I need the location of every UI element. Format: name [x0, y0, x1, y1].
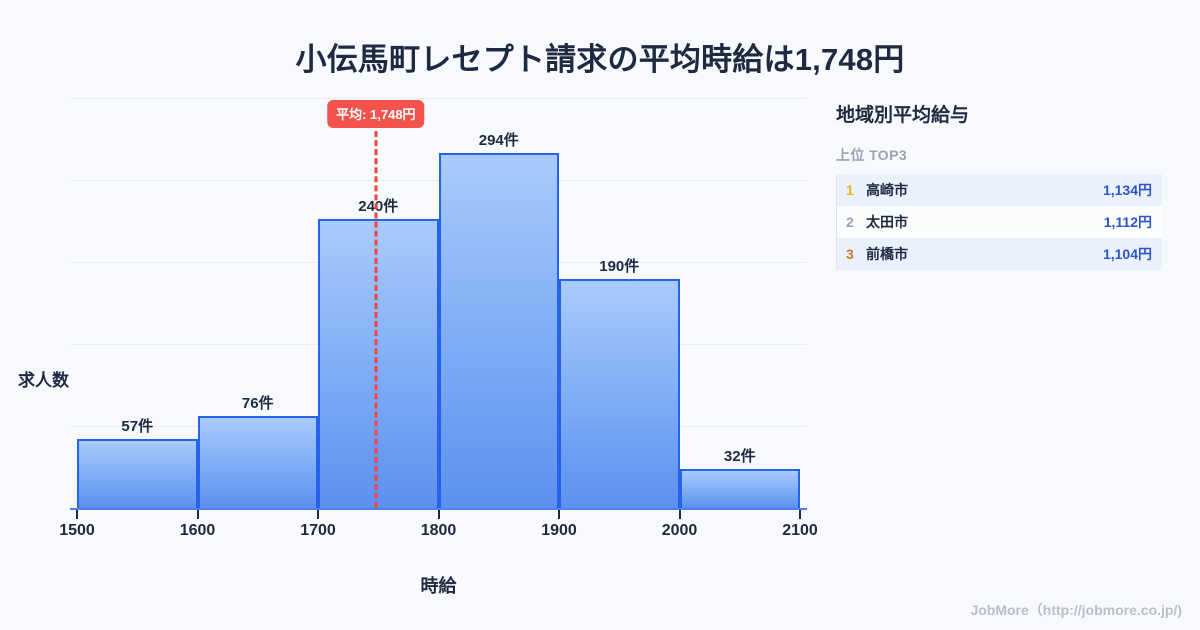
x-axis-tick-label: 1700: [300, 522, 336, 539]
x-axis-line: [70, 508, 807, 510]
rank-number: 2: [846, 214, 854, 230]
histogram-bar[interactable]: [559, 278, 680, 508]
x-axis-tick: [317, 510, 319, 519]
rank-city-name: 高崎市: [866, 182, 908, 198]
rank-city-name: 前橋市: [866, 246, 908, 262]
rank-wage-value: 1,104円: [1102, 246, 1152, 262]
x-axis-tick: [799, 510, 801, 519]
watermark: JobMore（http://jobmore.co.jp/): [970, 602, 1182, 618]
page-title: 小伝馬町レセプト請求の平均時給は1,748円: [295, 42, 905, 77]
rank-list: 1 高崎市 1,134円 2 太田市 1,112円 3 前橋市 1,104円: [836, 174, 1162, 270]
rank-wage-value: 1,134円: [1102, 182, 1152, 198]
panel-title: 地域別平均給与: [836, 105, 970, 126]
x-axis-tick: [678, 510, 681, 519]
x-axis-tick-label: 1900: [541, 522, 577, 539]
average-badge: 平均: 1,748円: [327, 100, 425, 128]
rank-number: 3: [846, 246, 854, 262]
x-axis-title: 時給: [420, 576, 457, 596]
x-axis-tick-label: 2000: [661, 522, 698, 539]
x-axis-tick: [437, 510, 440, 519]
bar-value-label: 32件: [723, 448, 756, 466]
bar-value-label: 190件: [599, 257, 640, 275]
panel-subtitle: 上位 TOP3: [836, 147, 908, 163]
plot-area: 57件 76件 240件 294件 190件 32件 1500 1600 1700 1800 190…: [59, 98, 818, 539]
histogram-chart: 求人数 57件 76件 240件 294件 190件 32件 1500 1600 1700 180…: [0, 88, 830, 596]
average-line: [374, 122, 378, 508]
histogram-bar[interactable]: [197, 416, 318, 508]
rank-row[interactable]: 3 前橋市 1,104円: [837, 238, 1162, 270]
bar-value-label: 57件: [121, 418, 154, 436]
x-axis-tick: [558, 510, 560, 519]
x-axis-tick: [76, 510, 78, 519]
rank-wage-value: 1,112円: [1103, 214, 1152, 230]
histogram-bar[interactable]: [679, 469, 800, 508]
histogram-bar[interactable]: [318, 218, 439, 508]
x-axis-tick-label: 1800: [420, 522, 457, 539]
histogram-bar[interactable]: [77, 439, 198, 508]
regional-average-panel: 地域別平均給与 上位 TOP3 1 高崎市 1,134円 2 太田市 1,112円 3 前橋市…: [836, 100, 1176, 270]
rank-row[interactable]: 2 太田市 1,112円: [837, 206, 1162, 238]
rank-city-name: 太田市: [866, 214, 908, 230]
bar-value-label: 76件: [241, 395, 274, 413]
x-axis-tick-label: 1500: [59, 522, 95, 539]
x-axis-tick-label: 2100: [782, 522, 818, 539]
x-axis-tick: [196, 510, 199, 519]
bar-value-label: 294件: [478, 132, 519, 150]
gridline: [70, 98, 807, 99]
histogram-bar[interactable]: [438, 153, 559, 508]
rank-number: 1: [846, 182, 854, 198]
rank-row[interactable]: 1 高崎市 1,134円: [837, 174, 1162, 206]
bar-value-label: 240件: [358, 197, 399, 215]
x-axis-tick-label: 1600: [179, 522, 216, 539]
y-axis-title: 求人数: [18, 371, 69, 390]
